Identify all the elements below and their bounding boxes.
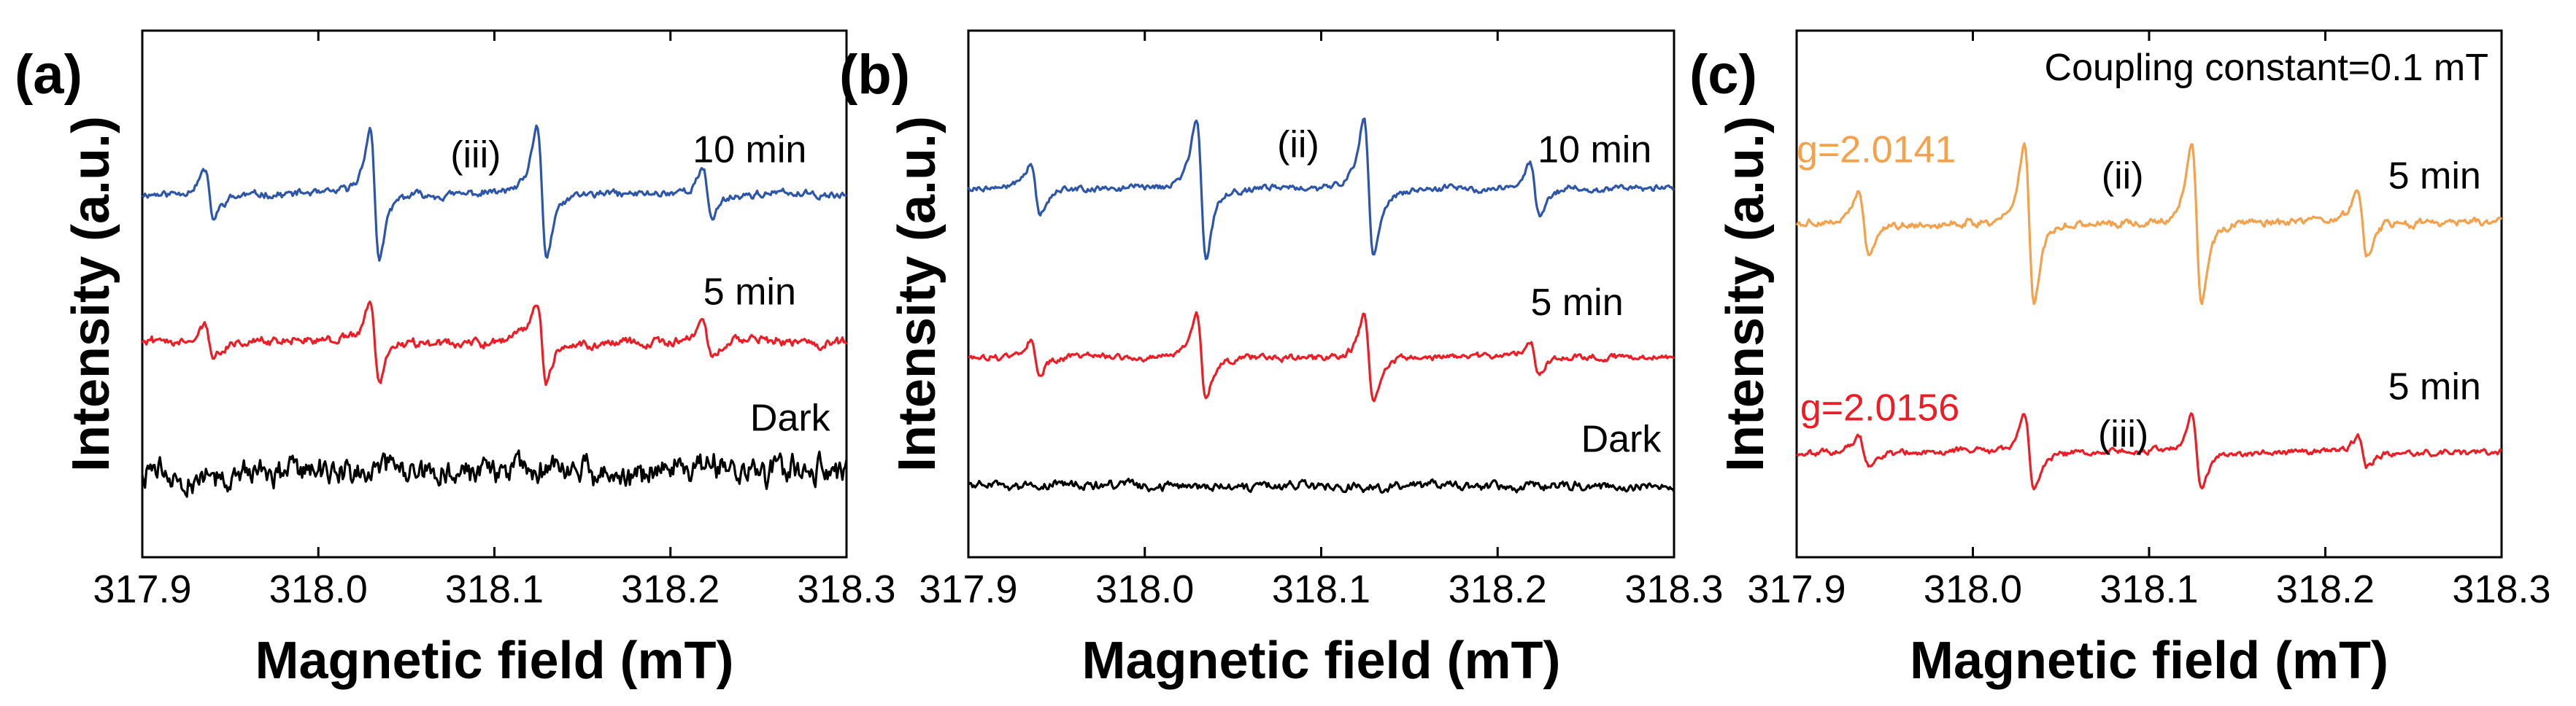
series-trace <box>142 124 847 262</box>
x-tick-label: 318.3 <box>2452 567 2550 611</box>
series-label: Dark <box>750 397 831 440</box>
series-trace <box>967 117 1675 260</box>
plot-frame <box>1795 29 2503 559</box>
x-tick-label: 318.0 <box>1924 567 2022 611</box>
annotation-label: (iii) <box>2098 413 2148 455</box>
x-axis-title: Magnetic field (mT) <box>255 632 733 690</box>
x-tick-label: 318.1 <box>445 567 544 611</box>
panel-c: (c) 317.9 318.0 318.1 318.2 318.3 Magnetic fie… <box>1689 29 2551 690</box>
series-label: 5 min <box>703 271 796 313</box>
x-tick-label: 318.2 <box>2276 567 2375 611</box>
x-tick-label: 317.9 <box>93 567 191 611</box>
panel-label: (b) <box>839 44 910 106</box>
panel-b: (b) 317.9 318.0 318.1 318.2 318.3 Magnetic fie… <box>839 29 1724 690</box>
annotation-label: (iii) <box>450 134 501 176</box>
annotation-label: (ii) <box>1277 123 1319 166</box>
x-tick-label: 317.9 <box>919 567 1017 611</box>
series-label: 10 min <box>693 129 806 171</box>
x-tick-label: 318.3 <box>797 567 895 611</box>
x-tick-label: 318.3 <box>1624 567 1723 611</box>
x-tick-label: 318.0 <box>1095 567 1194 611</box>
x-tick-label: 318.2 <box>1449 567 1547 611</box>
series-trace <box>1796 412 2503 491</box>
chart-title: Coupling constant=0.1 mT <box>2045 47 2488 89</box>
annotation-label: g=2.0141 <box>1797 129 1956 171</box>
series-trace <box>1795 142 2503 306</box>
y-axis-title: Intensity (a.u.) <box>62 116 120 472</box>
x-axis-title: Magnetic field (mT) <box>1910 632 2388 690</box>
x-tick-label: 318.2 <box>621 567 720 611</box>
x-tick-label: 318.1 <box>1272 567 1370 611</box>
x-axis-title: Magnetic field (mT) <box>1081 632 1560 690</box>
series-label: Dark <box>1581 419 1662 461</box>
series-trace <box>967 477 1675 494</box>
series-trace <box>968 311 1675 403</box>
series-label: 5 min <box>1530 282 1623 324</box>
y-axis-title: Intensity (a.u.) <box>1716 116 1775 472</box>
x-tick-label: 317.9 <box>1747 567 1846 611</box>
x-tick-label: 318.0 <box>269 567 368 611</box>
panel-a: (a) 317.9 318.0 318.1 318.2 318.3 Magnetic fie… <box>15 29 896 690</box>
panel-label: (a) <box>15 44 82 106</box>
x-tick-label: 318.1 <box>2099 567 2198 611</box>
y-axis-title: Intensity (a.u.) <box>888 116 946 472</box>
series-label: 5 min <box>2388 365 2481 408</box>
panel-label: (c) <box>1689 44 1757 106</box>
annotation-label: g=2.0156 <box>1800 387 1959 429</box>
series-trace <box>141 449 848 498</box>
series-label: 10 min <box>1538 129 1651 171</box>
annotation-label: (ii) <box>2102 155 2144 198</box>
series-label: 5 min <box>2388 155 2481 198</box>
series-trace <box>141 300 848 387</box>
